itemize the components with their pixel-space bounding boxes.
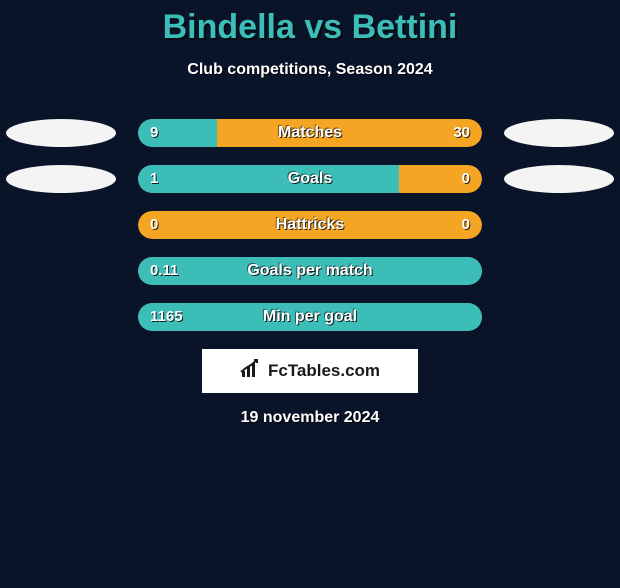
player-right-ellipse	[504, 165, 614, 193]
stat-row: 930Matches	[0, 119, 620, 147]
stat-bar-left	[138, 303, 482, 331]
date-label: 19 november 2024	[0, 409, 620, 427]
player-right-ellipse	[504, 119, 614, 147]
stat-row: 0.11Goals per match	[0, 257, 620, 285]
stat-bar	[138, 211, 482, 239]
stats-container: 930Matches 10Goals 00Hattricks 0.11Goals pe…	[0, 119, 620, 331]
stat-bar	[138, 165, 482, 193]
player-left-ellipse	[6, 165, 116, 193]
stat-row: 10Goals	[0, 165, 620, 193]
player-left-ellipse	[6, 119, 116, 147]
stat-row: 00Hattricks	[0, 211, 620, 239]
stat-bar	[138, 257, 482, 285]
subtitle: Club competitions, Season 2024	[0, 61, 620, 79]
chart-icon	[240, 359, 262, 384]
watermark: FcTables.com	[202, 349, 418, 393]
stat-bar	[138, 303, 482, 331]
page-title: Bindella vs Bettini	[0, 8, 620, 47]
stat-bar-left	[138, 165, 399, 193]
watermark-text: FcTables.com	[268, 361, 380, 381]
stat-bar-right	[138, 211, 482, 239]
stat-bar-left	[138, 257, 482, 285]
stat-bar-left	[138, 119, 217, 147]
stat-row: 1165Min per goal	[0, 303, 620, 331]
stat-bar	[138, 119, 482, 147]
